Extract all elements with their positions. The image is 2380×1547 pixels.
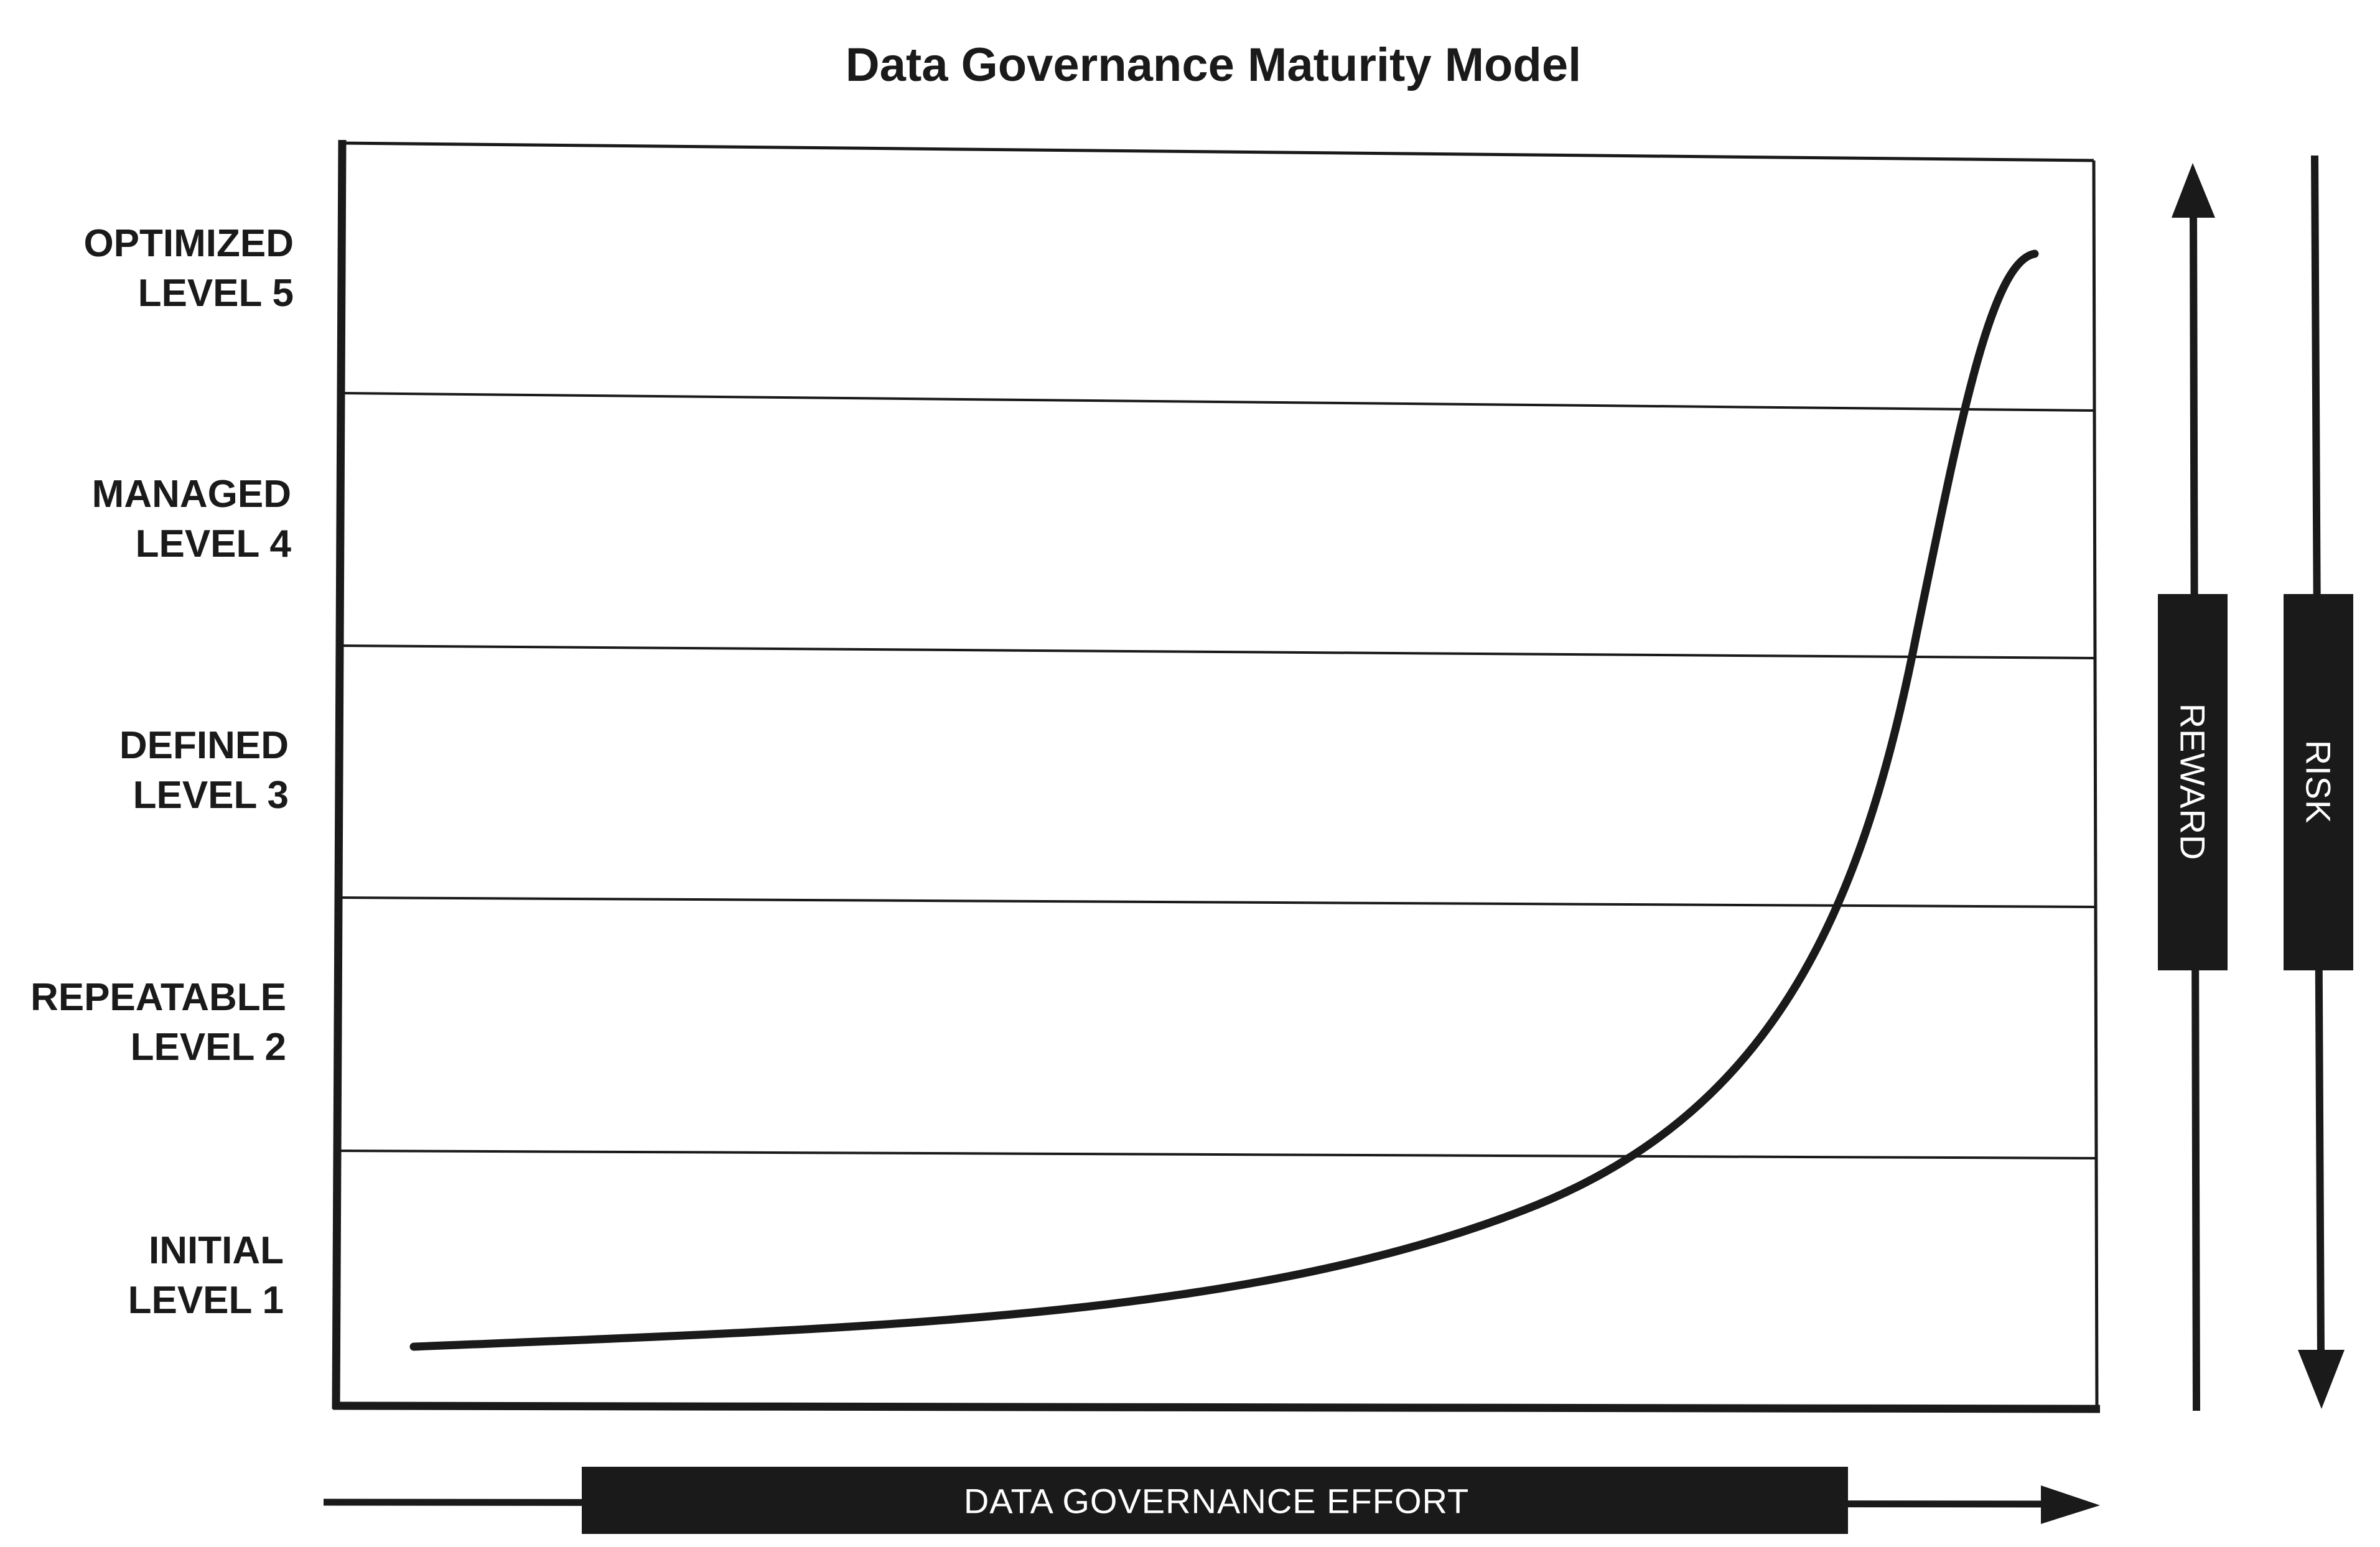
effort-label: DATA GOVERNANCE EFFORT xyxy=(964,1482,1469,1521)
level-number: LEVEL 1 xyxy=(128,1279,284,1322)
level-number: LEVEL 4 xyxy=(136,523,292,565)
divider-level-5-4 xyxy=(342,392,2094,412)
risk-label: RISK xyxy=(2299,740,2338,824)
frame-left-axis xyxy=(332,139,347,1410)
effort-arrow: DATA GOVERNANCE EFFORT xyxy=(323,1467,2100,1534)
reward-label: REWARD xyxy=(2173,704,2213,861)
risk-arrow: RISK xyxy=(2284,155,2353,1409)
frame-right-edge xyxy=(2092,160,2099,1410)
level-label-managed: MANAGED LEVEL 4 xyxy=(92,473,292,565)
level-label-repeatable: REPEATABLE LEVEL 2 xyxy=(30,976,286,1069)
level-name: INITIAL xyxy=(149,1229,284,1272)
level-name: REPEATABLE xyxy=(30,976,286,1019)
reward-label-bar xyxy=(2158,594,2228,970)
frame-bottom-axis xyxy=(332,1401,2101,1413)
diagram-title: Data Governance Maturity Model xyxy=(846,39,1582,91)
level-name: DEFINED xyxy=(119,724,289,767)
level-label-defined: DEFINED LEVEL 3 xyxy=(119,724,289,817)
level-label-optimized: OPTIMIZED LEVEL 5 xyxy=(83,222,294,315)
divider-level-3-2 xyxy=(339,896,2096,908)
divider-level-4-3 xyxy=(340,644,2095,659)
level-name: MANAGED xyxy=(92,473,291,516)
frame-top-edge xyxy=(342,141,2094,162)
reward-arrow: REWARD xyxy=(2158,163,2228,1411)
level-number: LEVEL 3 xyxy=(133,774,289,817)
level-number: LEVEL 2 xyxy=(131,1026,286,1069)
maturity-curve xyxy=(409,249,2039,1351)
risk-label-bar xyxy=(2284,594,2353,970)
reward-arrowhead xyxy=(2172,163,2215,218)
maturity-frame xyxy=(332,139,2101,1413)
effort-arrowhead xyxy=(2041,1485,2100,1524)
level-dividers xyxy=(338,392,2096,1159)
level-label-initial: INITIAL LEVEL 1 xyxy=(128,1229,284,1322)
divider-level-2-1 xyxy=(338,1150,2096,1159)
level-number: LEVEL 5 xyxy=(138,272,294,315)
effort-label-bar xyxy=(582,1467,1848,1534)
level-labels: OPTIMIZED LEVEL 5 MANAGED LEVEL 4 DEFINE… xyxy=(30,222,294,1322)
level-name: OPTIMIZED xyxy=(83,222,294,265)
risk-arrowhead xyxy=(2298,1350,2345,1409)
